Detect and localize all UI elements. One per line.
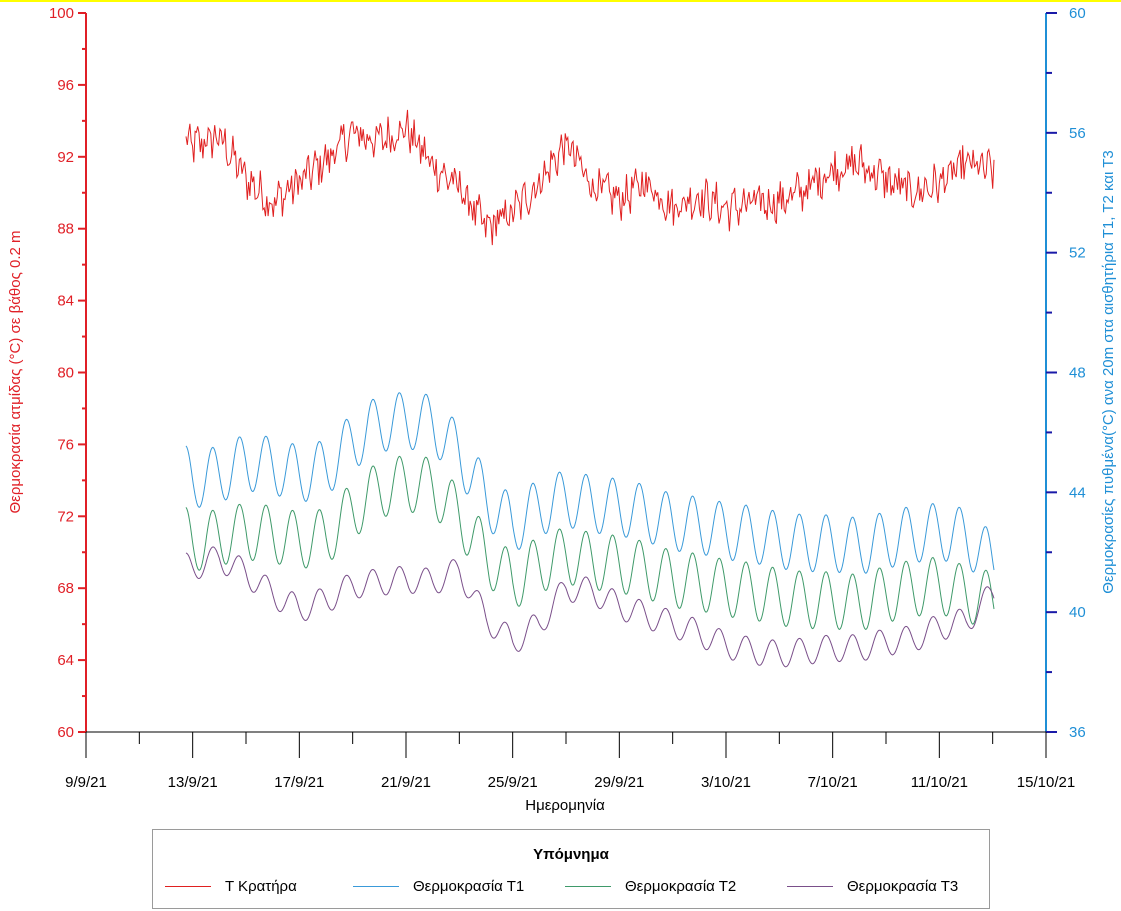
x-axis-title: Ημερομηνία: [525, 797, 605, 814]
series-line-t2: [185, 455, 995, 630]
x-tick-label: 13/9/21: [168, 774, 218, 791]
left-y-axis: 60 64 68 72 76 80 84 88 92 96 100: [49, 5, 87, 741]
left-tick-label: 100: [49, 5, 74, 22]
right-y-axis: 36 40 44 48 52 56 60: [1045, 5, 1086, 741]
x-tick-label: 17/9/21: [274, 774, 324, 791]
right-tick-label: 44: [1069, 484, 1086, 501]
left-tick-label: 84: [57, 293, 74, 310]
legend-entry-t-crater: Τ Κρατήρα: [165, 876, 297, 896]
legend-entry-t1: Θερμοκρασία Τ1: [353, 876, 524, 896]
left-tick-label: 64: [57, 652, 74, 669]
legend-entry-t2: Θερμοκρασία Τ2: [565, 876, 736, 896]
x-tick-label: 7/10/21: [808, 774, 858, 791]
right-y-axis-title: Θερμοκρασίες πυθμένα(°C) ανα 20m στα αισ…: [1100, 150, 1117, 593]
right-tick-label: 52: [1069, 245, 1086, 262]
legend-entries: Τ Κρατήρα Θερμοκρασία Τ1 Θερμοκρασία Τ2 …: [165, 876, 977, 896]
left-tick-label: 88: [57, 221, 74, 238]
x-tick-label: 9/9/21: [65, 774, 107, 791]
legend-swatch-t-crater: [165, 885, 211, 887]
legend-label-t2: Θερμοκρασία Τ2: [625, 877, 737, 895]
left-tick-label: 76: [57, 436, 74, 453]
left-tick-label: 72: [57, 508, 74, 525]
left-tick-label: 60: [57, 724, 74, 741]
series-line-t3: [185, 546, 995, 668]
series-line-t-crater: [185, 109, 995, 246]
legend: Υπόμνημα Τ Κρατήρα Θερμοκρασία Τ1 Θερμοκ…: [152, 829, 990, 909]
right-tick-label: 60: [1069, 5, 1086, 22]
series-layer: [185, 109, 995, 668]
right-tick-label: 56: [1069, 125, 1086, 142]
right-tick-label: 40: [1069, 604, 1086, 621]
legend-swatch-t2: [565, 885, 611, 887]
x-axis: 9/9/21 13/9/21 17/9/21 21/9/21 25/9/21 29/9/2…: [65, 731, 1075, 791]
left-y-axis-title: Θερμοκρασία ατμίδας (°C) σε βάθος 0.2 m: [7, 231, 24, 514]
top-border: [0, 0, 1121, 2]
legend-label-t1: Θερμοκρασία Τ1: [413, 877, 525, 895]
legend-label-t3: Θερμοκρασία Τ3: [847, 877, 959, 895]
legend-swatch-t1: [353, 885, 399, 887]
right-tick-label: 36: [1069, 724, 1086, 741]
x-tick-label: 3/10/21: [701, 774, 751, 791]
legend-swatch-t3: [787, 885, 833, 887]
x-tick-label: 15/10/21: [1017, 774, 1075, 791]
right-tick-label: 48: [1069, 365, 1086, 382]
series-line-t1: [185, 392, 995, 574]
legend-title: Υπόμνημα: [533, 846, 609, 863]
legend-entry-t3: Θερμοκρασία Τ3: [787, 876, 958, 896]
left-tick-label: 80: [57, 365, 74, 382]
x-tick-label: 21/9/21: [381, 774, 431, 791]
x-tick-label: 25/9/21: [488, 774, 538, 791]
left-tick-label: 68: [57, 580, 74, 597]
x-tick-label: 11/10/21: [911, 774, 968, 791]
legend-label-t-crater: Τ Κρατήρα: [225, 877, 297, 895]
left-tick-label: 92: [57, 149, 74, 166]
x-tick-label: 29/9/21: [594, 774, 644, 791]
left-tick-label: 96: [57, 77, 74, 94]
